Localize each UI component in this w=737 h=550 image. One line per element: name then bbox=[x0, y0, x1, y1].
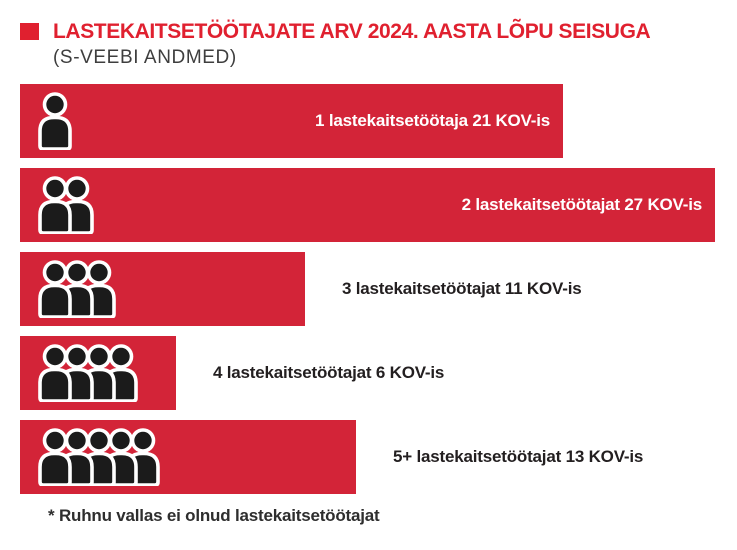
person-icon bbox=[38, 176, 72, 234]
bar-5-workers bbox=[20, 420, 356, 494]
title-row: LASTEKAITSETÖÖTAJATE ARV 2024. AASTA LÕP… bbox=[20, 20, 720, 43]
footnote: * Ruhnu vallas ei olnud lastekaitsetööta… bbox=[48, 506, 380, 525]
person-icon-group bbox=[35, 252, 119, 326]
bar-2-workers: 2 lastekaitsetöötajat 27 KOV-is bbox=[20, 168, 715, 242]
person-icon bbox=[38, 428, 72, 486]
person-icon bbox=[38, 260, 72, 318]
page-title: LASTEKAITSETÖÖTAJATE ARV 2024. AASTA LÕP… bbox=[53, 20, 651, 43]
bar-label: 5+ lastekaitsetöötajat 13 KOV-is bbox=[393, 447, 644, 466]
bar-4-workers bbox=[20, 336, 176, 410]
bar-chart: 1 lastekaitsetöötaja 21 KOV-is 2 lastekai… bbox=[20, 84, 717, 504]
bar-label: 3 lastekaitsetöötajat 11 KOV-is bbox=[342, 279, 582, 298]
page-subtitle: (S-VEEBI ANDMED) bbox=[53, 47, 237, 68]
person-icon-group bbox=[35, 336, 141, 410]
header: LASTEKAITSETÖÖTAJATE ARV 2024. AASTA LÕP… bbox=[20, 20, 720, 69]
bar-row: 4 lastekaitsetöötajat 6 KOV-is bbox=[20, 336, 717, 410]
bar-label: 2 lastekaitsetöötajat 27 KOV-is bbox=[461, 195, 703, 214]
bar-label: 1 lastekaitsetöötaja 21 KOV-is bbox=[315, 111, 550, 130]
person-icon-group bbox=[35, 168, 97, 242]
person-icon-group bbox=[35, 84, 75, 158]
bar-1-workers: 1 lastekaitsetöötaja 21 KOV-is bbox=[20, 84, 563, 158]
person-icon bbox=[38, 92, 72, 150]
bar-3-workers bbox=[20, 252, 305, 326]
bar-row: 2 lastekaitsetöötajat 27 KOV-is bbox=[20, 168, 717, 242]
bar-row: 3 lastekaitsetöötajat 11 KOV-is bbox=[20, 252, 717, 326]
person-icon-group bbox=[35, 420, 163, 494]
bar-row: 1 lastekaitsetöötaja 21 KOV-is bbox=[20, 84, 717, 158]
square-bullet-icon bbox=[20, 23, 39, 40]
bar-label: 4 lastekaitsetöötajat 6 KOV-is bbox=[213, 363, 445, 382]
person-icon bbox=[38, 344, 72, 402]
bar-row: 5+ lastekaitsetöötajat 13 KOV-is bbox=[20, 420, 717, 494]
